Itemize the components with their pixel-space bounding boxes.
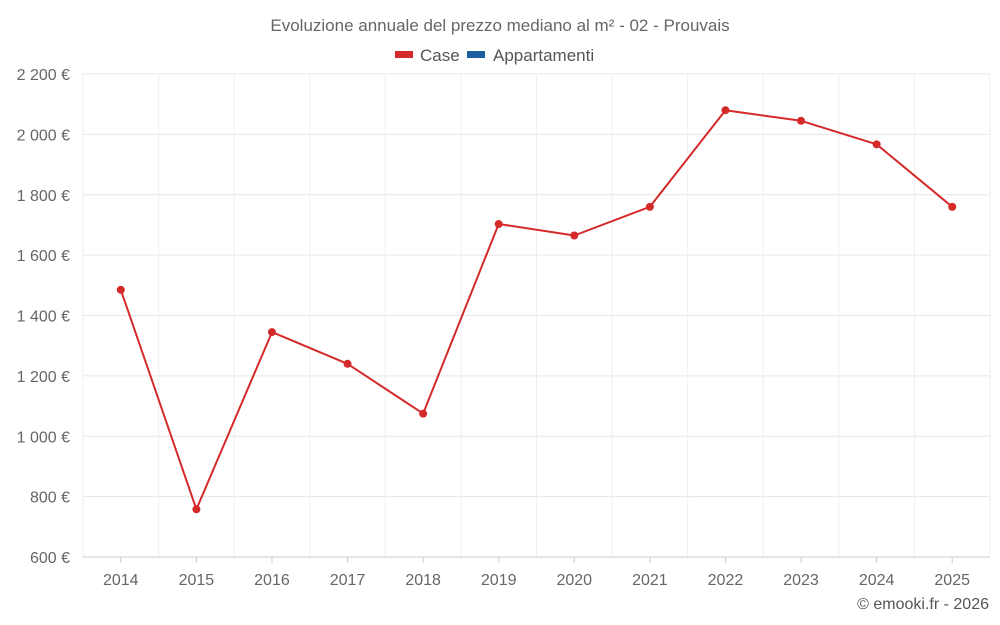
y-tick-label: 2 000 €	[17, 127, 70, 144]
data-point-case[interactable]	[872, 140, 881, 149]
x-tick-label: 2020	[556, 572, 592, 589]
x-tick-label: 2014	[103, 572, 139, 589]
legend-item-case[interactable]: Case	[395, 46, 460, 65]
y-tick-label: 1 400 €	[17, 309, 70, 326]
legend[interactable]: Case Appartamenti	[395, 46, 594, 65]
data-point-case[interactable]	[948, 202, 957, 211]
x-tick-label: 2018	[405, 572, 441, 589]
data-point-case[interactable]	[116, 285, 125, 294]
credit-text: © emooki.fr - 2026	[857, 596, 989, 613]
chart-title: Evoluzione annuale del prezzo mediano al…	[270, 16, 729, 35]
x-tick-label: 2022	[708, 572, 744, 589]
data-point-case[interactable]	[267, 328, 276, 337]
y-tick-label: 1 600 €	[17, 248, 70, 265]
x-tick-label: 2019	[481, 572, 517, 589]
legend-label-case: Case	[420, 46, 460, 65]
legend-label-appartamenti: Appartamenti	[493, 46, 594, 65]
x-tick-label: 2021	[632, 572, 668, 589]
data-point-case[interactable]	[419, 409, 428, 418]
data-point-case[interactable]	[343, 359, 352, 368]
y-tick-label: 800 €	[30, 490, 70, 507]
y-tick-label: 2 200 €	[17, 67, 70, 84]
data-point-case[interactable]	[797, 116, 806, 125]
data-point-case[interactable]	[494, 220, 503, 229]
legend-swatch-appartamenti	[467, 51, 485, 58]
data-point-case[interactable]	[721, 106, 730, 115]
y-tick-label: 600 €	[30, 550, 70, 567]
x-axis: 2014 2015 2016 2017 2018 2019 2020 2021 2022 2023…	[83, 556, 990, 589]
x-tick-label: 2024	[859, 572, 895, 589]
data-point-case[interactable]	[645, 202, 654, 211]
y-tick-label: 1 000 €	[17, 429, 70, 446]
x-tick-label: 2015	[179, 572, 215, 589]
x-tick-label: 2016	[254, 572, 290, 589]
y-tick-label: 1 200 €	[17, 369, 70, 386]
x-tick-label: 2017	[330, 572, 366, 589]
x-tick-label: 2025	[934, 572, 970, 589]
data-point-case[interactable]	[570, 231, 579, 240]
legend-item-appartamenti[interactable]: Appartamenti	[467, 46, 594, 65]
series-line-case	[119, 109, 953, 511]
y-axis: 600 € 800 € 1 000 € 1 200 € 1 400 € 1 600 € 1 …	[17, 67, 70, 567]
y-tick-label: 1 800 €	[17, 188, 70, 205]
grid	[82, 73, 991, 558]
series-case	[116, 106, 957, 514]
legend-swatch-case	[395, 51, 413, 58]
data-point-case[interactable]	[192, 505, 201, 514]
x-tick-label: 2023	[783, 572, 819, 589]
